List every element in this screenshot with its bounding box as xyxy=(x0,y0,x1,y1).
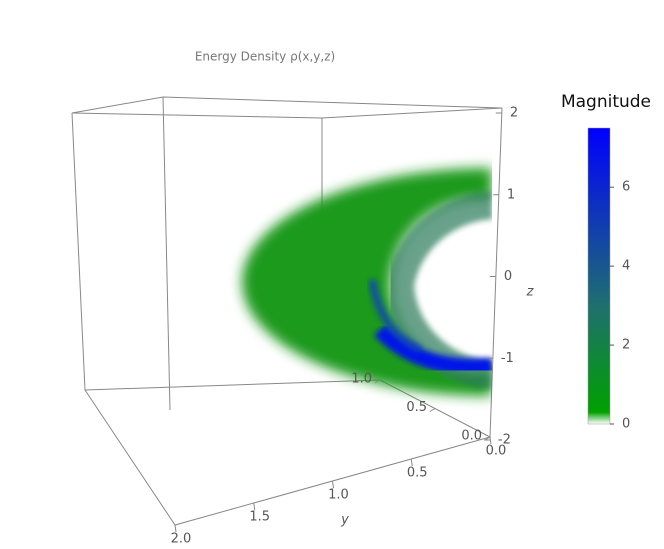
colorbar-title: Magnitude xyxy=(561,92,651,112)
y-tick xyxy=(489,436,492,445)
z-axis-label: z xyxy=(526,285,535,300)
y-tick-label: 1.0 xyxy=(328,488,349,503)
z-tick-label: -2 xyxy=(498,433,511,448)
y-axis-label: y xyxy=(340,513,349,528)
z-tick-label: 2 xyxy=(510,106,518,121)
x-tick-label: 1.0 xyxy=(351,372,372,387)
x-tick xyxy=(374,379,381,384)
z-tick-label: -1 xyxy=(501,351,514,366)
y-tick-label: 0.0 xyxy=(486,444,507,459)
colorbar-tick-label: 4 xyxy=(622,259,630,274)
colorbar-tick-label: 2 xyxy=(622,338,630,353)
colorbar-bar xyxy=(587,127,611,425)
colorbar-tick-label: 6 xyxy=(622,180,630,195)
x-tick xyxy=(429,408,436,412)
y-tick xyxy=(410,458,413,467)
x-tick-label: 0.0 xyxy=(461,429,482,444)
y-tick-label: 1.5 xyxy=(249,510,270,525)
z-tick-label: 1 xyxy=(507,187,515,202)
z-tick-label: 0 xyxy=(504,269,512,284)
colorbar: 0 2 4 6 xyxy=(587,127,630,432)
x-tick-label: 0.5 xyxy=(406,400,427,415)
volume xyxy=(242,168,492,396)
y-tick-label: 0.5 xyxy=(407,466,428,481)
x-tick xyxy=(484,436,491,441)
y-tick-label: 2.0 xyxy=(171,532,192,546)
y-tick xyxy=(332,480,334,489)
y-tick xyxy=(253,502,256,511)
y-tick xyxy=(174,524,177,533)
colorbar-tick-label: 0 xyxy=(622,417,630,432)
chart-title: Energy Density ρ(x,y,z) xyxy=(195,50,335,64)
